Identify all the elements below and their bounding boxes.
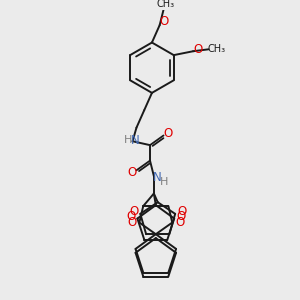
- Text: O: O: [127, 166, 136, 179]
- Text: CH₃: CH₃: [156, 0, 175, 9]
- Text: N: N: [131, 134, 140, 147]
- Text: O: O: [159, 15, 168, 28]
- Text: O: O: [129, 206, 138, 218]
- Text: O: O: [177, 206, 187, 218]
- Text: O: O: [164, 127, 173, 140]
- Text: O: O: [176, 210, 186, 223]
- Text: O: O: [176, 216, 184, 229]
- Text: H: H: [160, 177, 169, 187]
- Text: O: O: [126, 210, 135, 223]
- Text: N: N: [152, 171, 161, 184]
- Text: H: H: [124, 135, 132, 145]
- Text: O: O: [193, 43, 203, 56]
- Text: CH₃: CH₃: [207, 44, 225, 54]
- Text: O: O: [127, 216, 136, 229]
